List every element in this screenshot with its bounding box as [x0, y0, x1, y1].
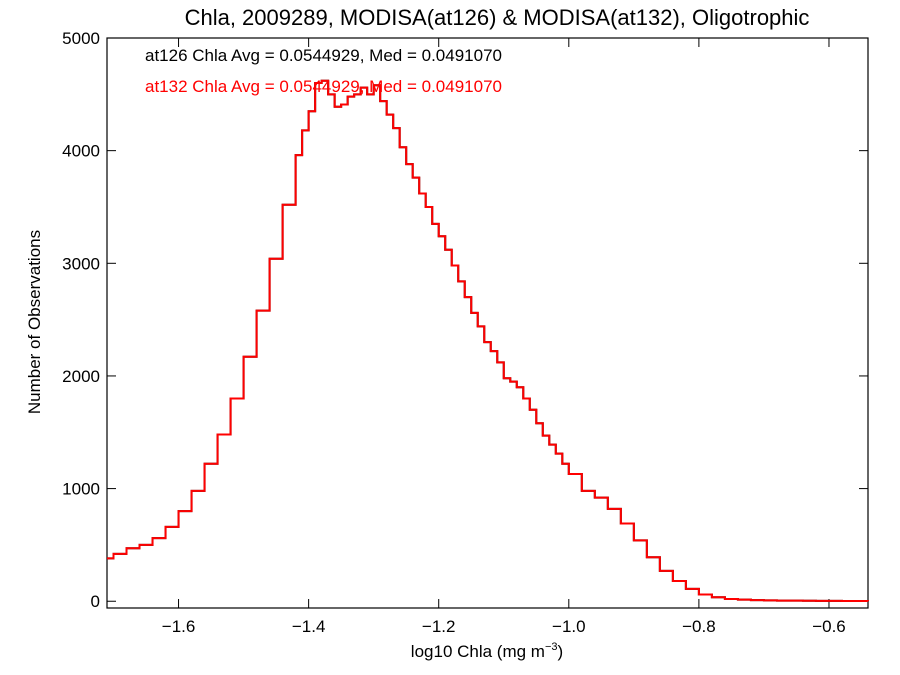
x-axis-label-main: log10 Chla (mg m [411, 642, 545, 661]
y-tick-label: 1000 [62, 480, 100, 499]
x-tick-label: −1.2 [422, 617, 456, 636]
annotation-at132: at132 Chla Avg = 0.0544929, Med = 0.0491… [145, 77, 502, 96]
x-tick-label: −0.8 [682, 617, 716, 636]
x-axis: −1.6 −1.4 −1.2 −1.0 −0.8 −0.6 [162, 38, 846, 636]
y-axis-label: Number of Observations [25, 230, 44, 414]
series-line-1 [107, 79, 869, 603]
y-tick-label: 5000 [62, 29, 100, 48]
x-tick-label: −1.6 [162, 617, 196, 636]
x-axis-label: log10 Chla (mg m−3) [411, 641, 563, 661]
y-axis: 0 1000 2000 3000 4000 5000 [62, 29, 868, 611]
chart-title: Chla, 2009289, MODISA(at126) & MODISA(at… [185, 5, 810, 30]
series-layer [107, 79, 869, 603]
y-tick-label: 3000 [62, 254, 100, 273]
annotation-at126: at126 Chla Avg = 0.0544929, Med = 0.0491… [145, 46, 502, 65]
y-tick-label: 4000 [62, 142, 100, 161]
plot-frame [106, 37, 869, 609]
x-axis-label-exponent: −3 [545, 641, 558, 653]
x-axis-label-close: ) [558, 642, 564, 661]
x-tick-label: −0.6 [812, 617, 846, 636]
series-line-2 [107, 79, 869, 603]
y-tick-label: 2000 [62, 367, 100, 386]
y-tick-label: 0 [91, 592, 100, 611]
x-tick-label: −1.0 [552, 617, 586, 636]
x-tick-label: −1.4 [292, 617, 326, 636]
